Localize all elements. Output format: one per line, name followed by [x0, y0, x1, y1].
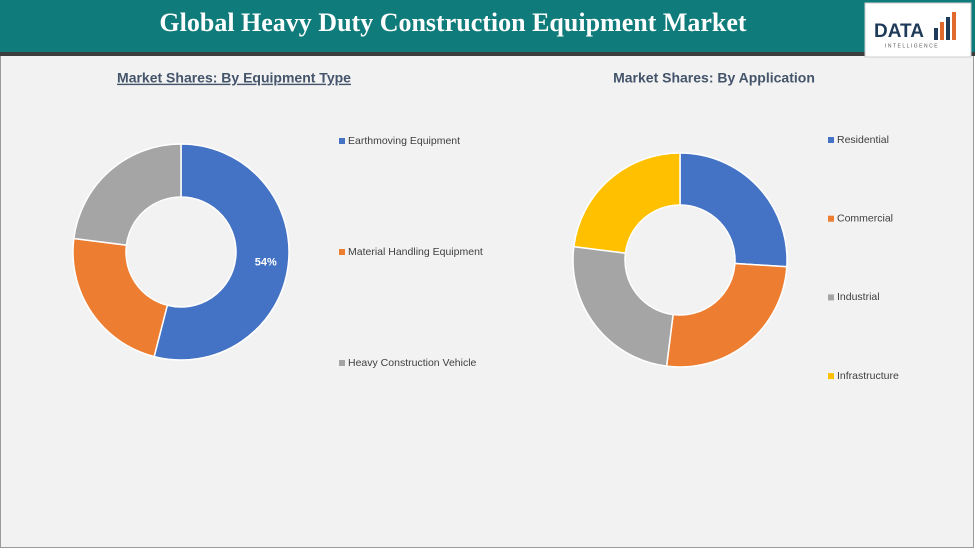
legend-label: Infrastructure — [837, 370, 899, 382]
data-label: 54% — [255, 257, 277, 269]
donut-segment — [153, 143, 290, 361]
logo-text: DATA — [874, 21, 924, 42]
logo-subtext: INTELLIGENCE — [885, 43, 939, 49]
legend-swatch — [828, 373, 834, 380]
donut-segment — [73, 143, 182, 246]
header-rule — [0, 52, 975, 56]
header-bar — [0, 0, 975, 52]
legend-label: Commercial — [837, 212, 893, 224]
donut-segment — [679, 152, 788, 268]
donut-segment — [572, 245, 674, 367]
legend-label: Material Handling Equipment — [348, 246, 483, 258]
chart-title: Market Shares: By Equipment Type — [117, 70, 351, 86]
logo-bar — [940, 22, 944, 40]
logo-bar — [946, 17, 950, 40]
legend-label: Residential — [837, 134, 889, 146]
donut-segment — [665, 262, 788, 368]
logo-bar — [934, 28, 938, 40]
legend-swatch — [828, 137, 834, 143]
legend-swatch — [828, 294, 834, 301]
chart-title: Market Shares: By Application — [613, 70, 815, 86]
logo-bar — [952, 12, 956, 40]
legend-label: Industrial — [837, 291, 880, 303]
donut-segment — [72, 237, 169, 358]
legend-swatch — [339, 360, 345, 366]
legend-swatch — [339, 138, 345, 144]
legend-swatch — [828, 215, 834, 222]
legend-label: Earthmoving Equipment — [348, 135, 460, 147]
legend-swatch — [339, 249, 345, 255]
legend-label: Heavy Construction Vehicle — [348, 357, 477, 369]
page-title: Global Heavy Duty Construction Equipment… — [159, 8, 747, 37]
donut-segment — [573, 152, 681, 254]
